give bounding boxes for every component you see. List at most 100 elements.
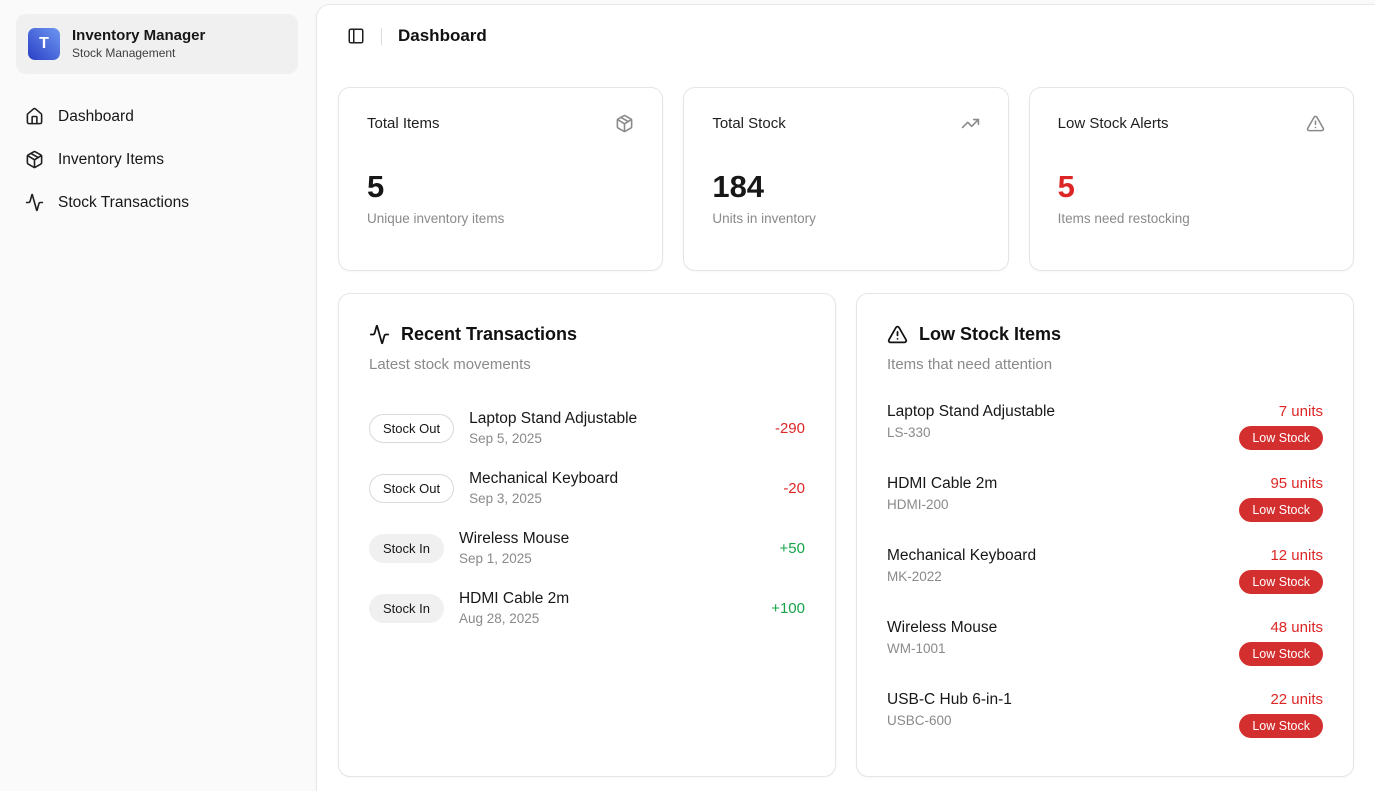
low-stock-item-units: 95 units — [1270, 475, 1323, 492]
header-divider — [381, 27, 382, 45]
transaction-info: Mechanical Keyboard Sep 3, 2025 — [469, 470, 618, 506]
transaction-date: Sep 1, 2025 — [458, 551, 532, 566]
transaction-row: Stock In Wireless Mouse Sep 1, 2025 +50 — [369, 526, 805, 570]
low-stock-item-status: 48 units Low Stock — [1239, 619, 1323, 666]
recent-transactions-panel: Recent Transactions Latest stock movemen… — [338, 293, 836, 777]
low-stock-item-sku: MK-2022 — [887, 569, 942, 584]
low-stock-row: HDMI Cable 2m HDMI-200 95 units Low Stoc… — [887, 475, 1323, 522]
panel-title: Recent Transactions — [401, 324, 578, 344]
low-stock-item-units: 22 units — [1270, 691, 1323, 708]
transaction-date: Sep 3, 2025 — [469, 491, 542, 506]
app-logo: T — [28, 28, 60, 60]
stat-value: 184 — [712, 169, 765, 204]
sidebar: T Inventory Manager Stock Management Das… — [0, 0, 315, 791]
home-icon — [26, 107, 43, 125]
low-stock-item-sku: LS-330 — [887, 425, 931, 440]
sidebar-nav: Dashboard Inventory Items Stock Transact… — [16, 100, 299, 219]
low-stock-badge: Low Stock — [1239, 426, 1323, 450]
stat-title: Total Items — [367, 115, 440, 132]
sidebar-item-label: Inventory Items — [58, 150, 164, 168]
low-stock-badge: Low Stock — [1239, 498, 1323, 522]
low-stock-item-info: Laptop Stand Adjustable LS-330 — [887, 403, 1055, 440]
transaction-item-name: HDMI Cable 2m — [458, 590, 570, 607]
sidebar-toggle-button[interactable] — [341, 21, 371, 51]
low-stock-item-units: 48 units — [1270, 619, 1323, 636]
transaction-type-badge: Stock In — [369, 593, 444, 623]
transaction-amount: -290 — [774, 419, 805, 437]
transaction-info: Laptop Stand Adjustable Sep 5, 2025 — [469, 410, 637, 446]
alert-triangle-icon — [887, 325, 908, 344]
low-stock-badge: Low Stock — [1239, 570, 1323, 594]
low-stock-items-panel: Low Stock Items Items that need attentio… — [856, 293, 1354, 777]
stat-title: Total Stock — [712, 115, 786, 132]
sidebar-item-inventory-items[interactable]: Inventory Items — [16, 143, 299, 176]
stat-subtitle: Items need restocking — [1057, 211, 1190, 226]
transaction-row: Stock Out Mechanical Keyboard Sep 3, 202… — [369, 466, 805, 510]
transaction-item-name: Wireless Mouse — [458, 530, 570, 547]
sidebar-item-label: Stock Transactions — [58, 193, 189, 211]
stats-row: Total Items 5 Unique inventory items Tot… — [338, 87, 1354, 271]
main-content: Dashboard Total Items 5 Unique inventory… — [316, 4, 1375, 791]
transaction-date: Aug 28, 2025 — [458, 611, 540, 626]
low-stock-item-status: 12 units Low Stock — [1239, 547, 1323, 594]
stat-subtitle: Unique inventory items — [367, 211, 505, 226]
low-stock-row: Mechanical Keyboard MK-2022 12 units Low… — [887, 547, 1323, 594]
main-header: Dashboard — [317, 5, 1375, 67]
panel-subtitle: Items that need attention — [887, 356, 1053, 373]
activity-icon — [25, 193, 44, 212]
low-stock-item-name: USB-C Hub 6-in-1 — [887, 691, 1012, 708]
low-stock-item-units: 12 units — [1270, 547, 1323, 564]
sidebar-item-stock-transactions[interactable]: Stock Transactions — [16, 186, 299, 219]
low-stock-item-info: Wireless Mouse WM-1001 — [887, 619, 997, 656]
sidebar-item-dashboard[interactable]: Dashboard — [16, 100, 299, 133]
low-stock-item-name: Mechanical Keyboard — [887, 547, 1037, 564]
alert-triangle-icon — [1306, 115, 1325, 132]
low-stock-item-status: 7 units Low Stock — [1239, 403, 1323, 450]
package-icon — [616, 114, 633, 133]
low-stock-item-name: Wireless Mouse — [887, 619, 998, 636]
transaction-type-badge: Stock Out — [369, 413, 455, 443]
low-stock-item-status: 95 units Low Stock — [1239, 475, 1323, 522]
panels-row: Recent Transactions Latest stock movemen… — [338, 293, 1354, 777]
stat-subtitle: Units in inventory — [712, 211, 816, 226]
transaction-item-name: Mechanical Keyboard — [469, 470, 619, 487]
stat-card-low-stock-alerts: Low Stock Alerts 5 Items need restocking — [1028, 87, 1354, 271]
low-stock-badge: Low Stock — [1239, 642, 1323, 666]
transaction-item-name: Laptop Stand Adjustable — [469, 410, 638, 427]
low-stock-item-name: HDMI Cable 2m — [887, 475, 998, 492]
low-stock-item-name: Laptop Stand Adjustable — [887, 403, 1056, 420]
transaction-type-badge: Stock In — [369, 533, 444, 563]
stat-value: 5 — [1057, 169, 1075, 204]
low-stock-item-info: HDMI Cable 2m HDMI-200 — [887, 475, 997, 512]
low-stock-list: Laptop Stand Adjustable LS-330 7 units L… — [887, 403, 1323, 738]
transaction-row: Stock In HDMI Cable 2m Aug 28, 2025 +100 — [369, 586, 805, 630]
low-stock-item-sku: HDMI-200 — [887, 497, 949, 512]
panel-title: Low Stock Items — [919, 324, 1062, 344]
low-stock-item-sku: WM-1001 — [887, 641, 946, 656]
transaction-date: Sep 5, 2025 — [469, 431, 542, 446]
transaction-type-badge: Stock Out — [369, 473, 455, 503]
transaction-info: Wireless Mouse Sep 1, 2025 — [459, 530, 569, 566]
panel-subtitle: Latest stock movements — [369, 356, 531, 373]
transaction-amount: -20 — [783, 479, 805, 497]
stat-card-total-items: Total Items 5 Unique inventory items — [338, 87, 664, 271]
app-title-block: Inventory Manager Stock Management — [72, 27, 205, 61]
stat-card-total-stock: Total Stock 184 Units in inventory — [683, 87, 1009, 271]
trending-up-icon — [961, 118, 979, 129]
low-stock-row: Laptop Stand Adjustable LS-330 7 units L… — [887, 403, 1323, 450]
activity-icon — [369, 324, 390, 345]
transaction-amount: +50 — [779, 539, 805, 557]
page-title: Dashboard — [398, 26, 487, 45]
package-icon — [26, 150, 43, 169]
app-name: Inventory Manager — [72, 27, 206, 45]
stat-value: 5 — [367, 169, 385, 204]
low-stock-item-info: USB-C Hub 6-in-1 USBC-600 — [887, 691, 1012, 728]
app-switcher[interactable]: T Inventory Manager Stock Management — [16, 14, 298, 74]
transaction-info: HDMI Cable 2m Aug 28, 2025 — [459, 590, 569, 626]
transaction-amount: +100 — [771, 599, 805, 617]
low-stock-item-sku: USBC-600 — [887, 713, 952, 728]
app-subtitle: Stock Management — [72, 45, 176, 60]
low-stock-item-status: 22 units Low Stock — [1239, 691, 1323, 738]
panel-left-icon — [348, 28, 364, 44]
low-stock-item-info: Mechanical Keyboard MK-2022 — [887, 547, 1036, 584]
